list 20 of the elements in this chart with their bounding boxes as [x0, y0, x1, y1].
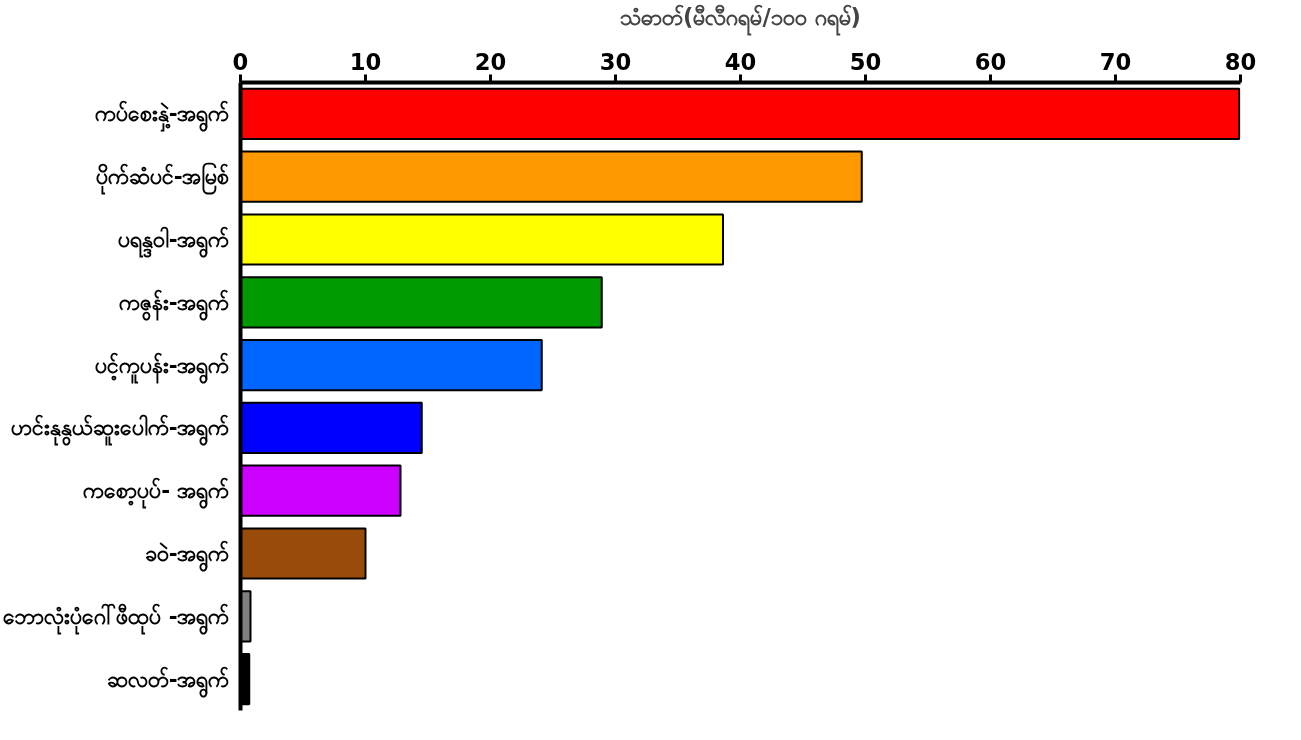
- x-tick-label: 70: [1099, 48, 1132, 75]
- y-tick-label: ပင့်ကူပန်း-အရွက်: [94, 351, 230, 384]
- x-tick-label: 10: [349, 48, 382, 75]
- y-tick-label: ဘောလုံးပုံဂေါ်ဖီထုပ် -အရွက်: [3, 602, 230, 635]
- y-tick-label: ကပ်စေးနှဲ့-အရွက်: [94, 100, 230, 133]
- y-tick-label: ပရန္ဒဝါ-အရွက်: [117, 226, 230, 258]
- y-tick-label: ကစော့ပုပ်- အရွက်: [83, 477, 230, 510]
- y-tick-label: ဆလတ်-အရွက်: [106, 665, 230, 698]
- x-tick-label: 60: [974, 48, 1007, 75]
- x-tick-label: 80: [1224, 48, 1257, 75]
- x-tick-label: 20: [474, 48, 507, 75]
- y-tick-label: ပိုက်ဆံပင်-အမြစ်: [95, 162, 230, 196]
- x-axis-title: သံဓာတ်(မီလီဂရမ်/၁၀၀ ဂရမ်): [620, 3, 861, 36]
- x-tick-label: 50: [849, 48, 882, 75]
- x-tick-label: 0: [232, 48, 249, 75]
- y-tick-label: ကဇွန်း-အရွက်: [118, 288, 230, 321]
- y-tick-label: ဟင်းနုနွယ်ဆူးပေါက်-အရွက်: [10, 414, 230, 447]
- y-tick-label: ခဝဲ-အရွက်: [144, 540, 230, 572]
- x-tick-label: 30: [599, 48, 632, 75]
- x-tick-label: 40: [724, 48, 757, 75]
